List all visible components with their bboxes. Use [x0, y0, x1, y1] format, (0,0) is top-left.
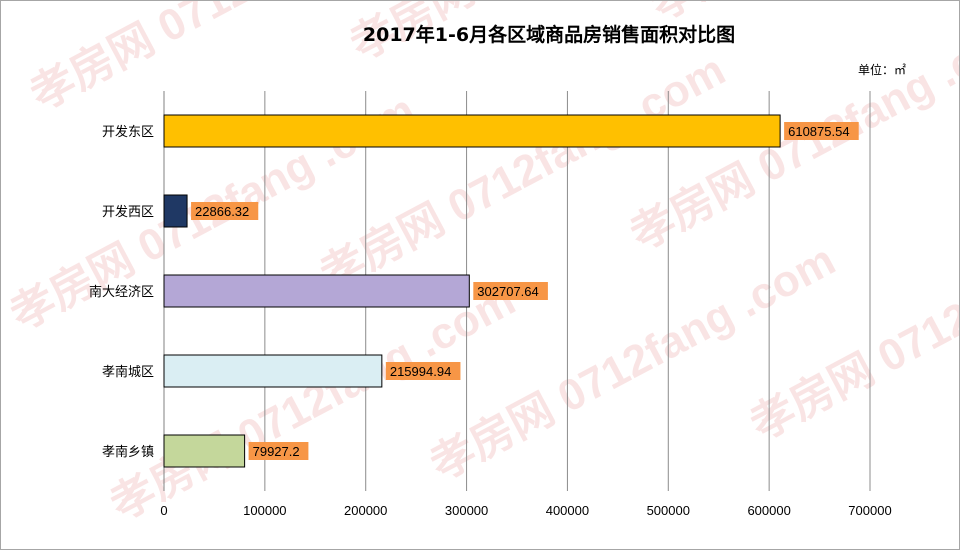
category-label: 孝南乡镇 — [102, 444, 154, 460]
watermark-text: 孝房网 0712fang .com — [743, 195, 959, 449]
data-label-box — [248, 442, 309, 460]
bar — [163, 354, 383, 388]
category-label: 开发东区 — [102, 124, 154, 140]
bar — [163, 194, 188, 228]
bar — [163, 114, 781, 148]
x-tick-label: 0 — [160, 503, 167, 518]
data-label: 610875.54 — [788, 124, 849, 139]
x-tick-label: 600000 — [747, 503, 790, 518]
data-label-box — [385, 362, 461, 380]
category-label: 开发西区 — [102, 204, 154, 220]
data-label: 22866.32 — [195, 204, 249, 219]
data-label: 79927.2 — [253, 444, 300, 459]
x-tick-label: 200000 — [344, 503, 387, 518]
x-tick-label: 400000 — [546, 503, 589, 518]
x-tick-labels: 0 100000 200000 300000 400000 500000 600000 700… — [160, 503, 891, 518]
data-labels: 610875.54 22866.32 302707.64 215994.94 79927… — [191, 122, 859, 460]
category-label: 孝南城区 — [102, 364, 154, 380]
watermark-text: 孝房网 0712fang .com — [423, 235, 843, 489]
category-label: 南大经济区 — [89, 284, 154, 300]
unit-label: 单位：㎡ — [858, 62, 906, 77]
bars — [163, 114, 781, 468]
chart-title: 2017年1-6月各区域商品房销售面积对比图 — [363, 23, 735, 46]
data-label: 215994.94 — [390, 364, 451, 379]
watermark-text: 孝房网 0712fang .com — [313, 45, 733, 299]
data-label-box — [191, 202, 259, 220]
bar — [163, 274, 470, 308]
x-tick-label: 500000 — [647, 503, 690, 518]
data-label: 302707.64 — [477, 284, 538, 299]
x-tick-label: 700000 — [848, 503, 891, 518]
data-label-box — [473, 282, 548, 300]
data-label-box — [784, 122, 859, 140]
x-tick-label: 300000 — [445, 503, 488, 518]
watermark-text: 孝房网 0712fang .com — [103, 275, 523, 529]
bar — [163, 434, 246, 468]
x-tick-label: 100000 — [243, 503, 286, 518]
